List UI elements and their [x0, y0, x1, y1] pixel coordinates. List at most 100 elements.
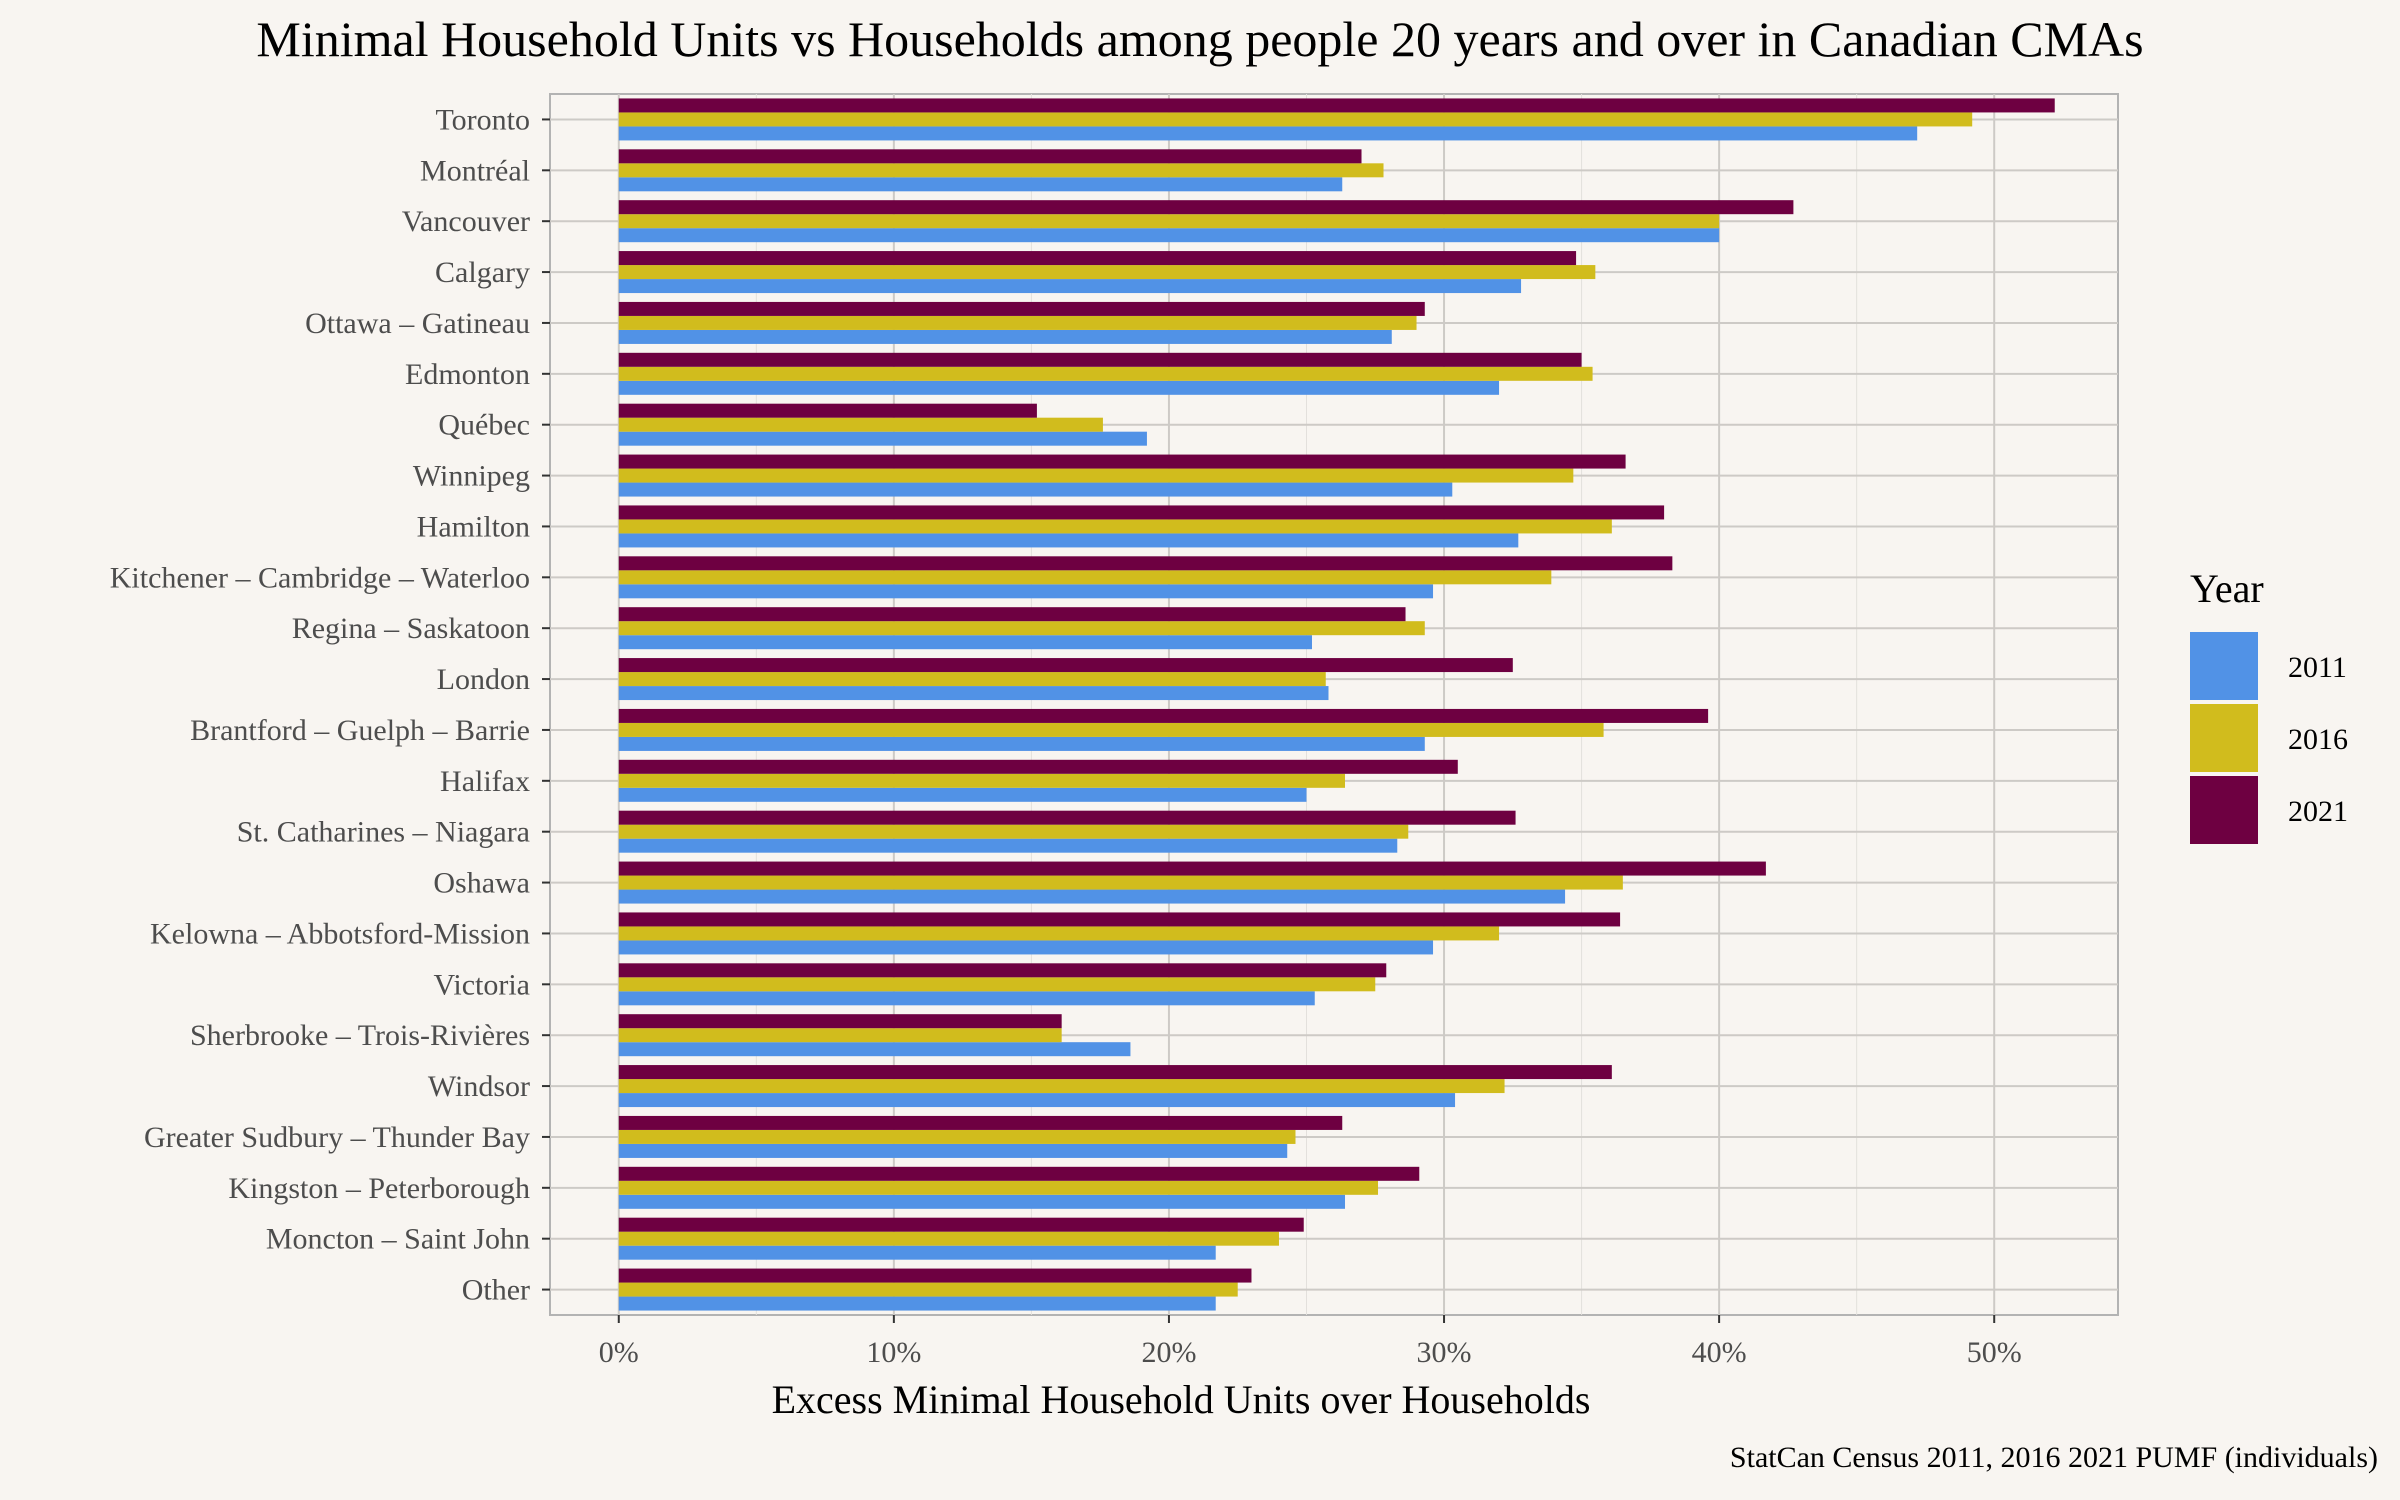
category-label: Brantford – Guelph – Barrie: [190, 714, 530, 747]
bar-2016: [618, 315, 1417, 330]
bar-2021: [618, 403, 1037, 418]
category-label: Edmonton: [405, 358, 530, 391]
bar-2021: [618, 454, 1626, 469]
x-axis: 0% 10% 20% 30% 40% 50%: [599, 1315, 2022, 1369]
category-label: Toronto: [435, 103, 530, 136]
category-label: Sherbrooke – Trois-Rivières: [190, 1019, 530, 1052]
bar-2016: [618, 366, 1593, 381]
bar-2021: [618, 149, 1362, 164]
bar-2016: [618, 163, 1384, 178]
x-tick-label: 30%: [1417, 1336, 1472, 1369]
bar-2016: [618, 1180, 1379, 1195]
category-label: Windsor: [428, 1070, 530, 1103]
legend-key-2016: [2190, 704, 2258, 772]
bar-2021: [618, 1014, 1062, 1029]
bar-2016: [618, 773, 1346, 788]
bar-2011: [618, 177, 1343, 192]
bar-2021: [618, 1065, 1612, 1080]
x-tick-label: 20%: [1141, 1336, 1196, 1369]
category-label: Winnipeg: [413, 460, 530, 493]
bar-2016: [618, 875, 1623, 890]
x-tick-label: 0%: [599, 1336, 639, 1369]
bar-2021: [618, 98, 2055, 113]
bar-2021: [618, 1166, 1420, 1181]
category-label: Montréal: [420, 154, 530, 187]
bar-2021: [618, 708, 1709, 723]
category-label: Regina – Saskatoon: [292, 612, 530, 645]
x-tick-label: 50%: [1967, 1336, 2022, 1369]
bar-2016: [618, 519, 1612, 534]
category-label: Hamilton: [417, 510, 530, 543]
bar-2011: [618, 533, 1519, 548]
category-label: Oshawa: [433, 867, 530, 900]
category-label: Moncton – Saint John: [266, 1223, 530, 1256]
bar-2011: [618, 838, 1398, 853]
bar-2021: [618, 1217, 1304, 1232]
bar-2021: [618, 759, 1458, 774]
bar-2011: [618, 228, 1720, 243]
chart-title: Minimal Household Units vs Households am…: [256, 11, 2143, 67]
x-axis-title: Excess Minimal Household Units over Hous…: [772, 1377, 1591, 1422]
category-label: Other: [462, 1274, 530, 1307]
bar-2021: [618, 301, 1425, 316]
category-label: Kitchener – Cambridge – Waterloo: [110, 561, 530, 594]
bar-2016: [618, 112, 1973, 127]
bar-2016: [618, 468, 1574, 483]
x-tick-label: 40%: [1692, 1336, 1747, 1369]
bar-2021: [618, 658, 1513, 673]
bar-2016: [618, 621, 1425, 636]
bar-2011: [618, 940, 1434, 955]
bar-2021: [618, 810, 1516, 825]
bar-2016: [618, 1129, 1296, 1144]
bar-2021: [618, 352, 1582, 367]
bar-2021: [618, 963, 1387, 978]
plot-panel: [549, 93, 2119, 1316]
legend-key-2011: [2190, 632, 2258, 700]
category-label: St. Catharines – Niagara: [237, 816, 530, 849]
bar-2016: [618, 1231, 1279, 1246]
bar-2011: [618, 787, 1307, 802]
category-label: Halifax: [440, 765, 530, 798]
legend-label: 2021: [2288, 795, 2348, 828]
bar-2011: [618, 991, 1315, 1006]
bar-2016: [618, 1282, 1238, 1297]
bar-2016: [618, 1028, 1062, 1043]
legend-title: Year: [2190, 566, 2264, 611]
bar-2011: [618, 431, 1147, 446]
bar-2021: [618, 861, 1766, 876]
category-label: Greater Sudbury – Thunder Bay: [144, 1121, 530, 1154]
category-label: Québec: [438, 409, 530, 442]
bar-2016: [618, 265, 1596, 280]
plot-border: [549, 93, 2119, 1316]
category-label: Vancouver: [402, 205, 530, 238]
legend-key-2021: [2190, 776, 2258, 844]
bar-2021: [618, 912, 1621, 927]
legend: Year 2011 2016 2021: [2190, 566, 2348, 844]
category-label: Calgary: [435, 256, 530, 289]
bar-2011: [618, 686, 1329, 701]
bar-2016: [618, 672, 1326, 687]
bar-2016: [618, 977, 1376, 992]
bars: [618, 98, 2055, 1311]
bar-2011: [618, 584, 1434, 599]
bar-2021: [618, 556, 1673, 571]
bar-2016: [618, 722, 1604, 737]
bar-2021: [618, 251, 1577, 266]
category-label: Kelowna – Abbotsford-Mission: [150, 917, 530, 950]
bar-2011: [618, 1245, 1216, 1260]
bar-2021: [618, 1115, 1343, 1130]
category-label: Kingston – Peterborough: [228, 1172, 530, 1205]
bar-2011: [618, 635, 1312, 650]
category-label: Victoria: [434, 968, 531, 1001]
bar-2011: [618, 889, 1566, 904]
bar-2011: [618, 736, 1425, 751]
bar-2016: [618, 824, 1409, 839]
bar-2011: [618, 126, 1918, 141]
chart-caption: StatCan Census 2011, 2016 2021 PUMF (ind…: [1730, 1441, 2378, 1474]
bar-2011: [618, 482, 1453, 497]
bar-2021: [618, 505, 1665, 520]
bar-2011: [618, 329, 1392, 344]
bar-2016: [618, 214, 1720, 229]
bar-2011: [618, 1194, 1346, 1209]
